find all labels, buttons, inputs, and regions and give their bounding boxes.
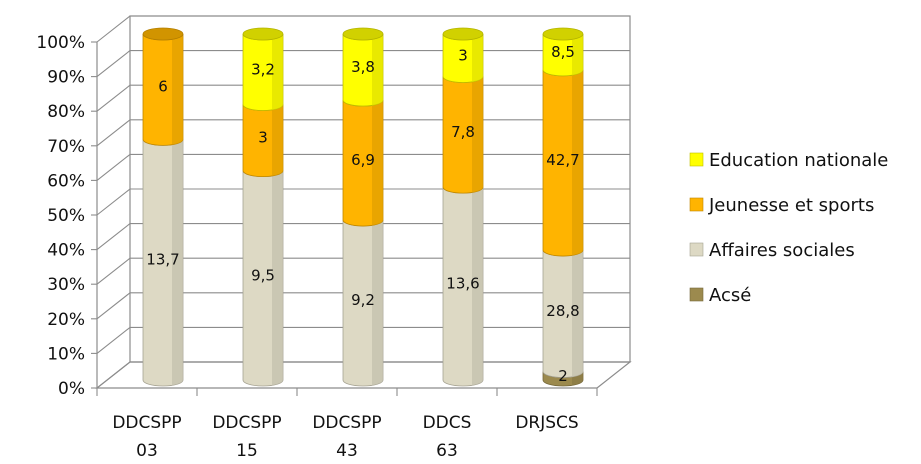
legend-item: Jeunesse et sports <box>689 195 874 216</box>
data-label: 7,8 <box>451 123 475 141</box>
x-tick-label-line2: 43 <box>336 441 358 461</box>
data-label: 2 <box>558 367 568 385</box>
data-label: 6 <box>158 78 168 96</box>
y-tick-label: 10% <box>47 344 85 364</box>
bar-segment-shade <box>372 220 384 386</box>
y-tick-label: 50% <box>47 206 85 226</box>
legend-item: Education nationale <box>689 150 888 171</box>
x-tick-label: DDCSPP <box>312 413 381 433</box>
x-tick-label-line2: 15 <box>236 441 258 461</box>
data-labels: 13,7 6 9,5 3 3,2 9,2 6,9 3,8 13,6 7,8 3 2 28,8 42,7 8,… <box>146 43 579 385</box>
bar-segment <box>242 27 284 111</box>
x-tick-label-line2: 63 <box>436 441 458 461</box>
bar-top-cap <box>442 27 484 41</box>
bar-segment-shade <box>272 170 284 386</box>
data-label: 6,9 <box>351 151 375 169</box>
bar-segment <box>242 170 284 387</box>
bar-segment <box>542 69 584 257</box>
legend-swatch <box>689 152 704 167</box>
bar-top-cap <box>142 27 184 41</box>
data-label: 28,8 <box>546 302 579 320</box>
legend-swatch <box>689 197 704 212</box>
y-tick-label: 70% <box>47 137 85 157</box>
bar-top-cap <box>542 27 584 41</box>
data-label: 42,7 <box>546 151 579 169</box>
bar-segment-shade <box>372 34 384 106</box>
bar-segment-shade <box>272 104 284 177</box>
x-tick-label: DRJSCS <box>515 413 578 433</box>
legend: Education nationale Jeunesse et sports Aff… <box>689 150 888 306</box>
bar-segment <box>542 27 584 77</box>
x-tick-label: DDCS <box>423 413 472 433</box>
legend-label: Jeunesse et sports <box>708 195 874 216</box>
y-tick-label: 20% <box>47 310 85 330</box>
x-axis-tick-labels: DDCSPP 03 DDCSPP 15 DDCSPP 43 DDCS 63 DRJSCS <box>112 413 578 461</box>
bar-segment-shade <box>572 69 584 256</box>
bar-segment-shade <box>172 139 184 386</box>
bar-segment-shade <box>272 34 284 110</box>
legend-label: Acsé <box>709 285 751 306</box>
bar-segment <box>342 27 384 107</box>
y-axis-tick-labels: 0% 10% 20% 30% 40% 50% 60% 70% 80% 90% 100% <box>36 33 85 399</box>
legend-item: Affaires sociales <box>689 240 855 261</box>
bar-segment-shade <box>472 34 484 82</box>
bar-segment-shade <box>472 187 484 386</box>
y-tick-label: 0% <box>58 379 85 399</box>
data-label: 3 <box>258 129 268 147</box>
bar-segment-shade <box>572 250 584 377</box>
data-label: 13,6 <box>446 275 479 293</box>
y-tick-label: 80% <box>47 102 85 122</box>
y-tick-label: 100% <box>36 33 85 53</box>
y-tick-label: 40% <box>47 241 85 261</box>
y-tick-label: 30% <box>47 275 85 295</box>
legend-swatch <box>689 242 704 257</box>
bar-segment-shade <box>572 34 584 76</box>
bar-segment <box>542 249 584 378</box>
data-label: 13,7 <box>146 251 179 269</box>
legend-label: Education nationale <box>709 150 888 171</box>
data-label: 3,2 <box>251 60 275 78</box>
legend-label: Affaires sociales <box>709 240 855 261</box>
legend-item: Acsé <box>689 285 751 306</box>
x-tick-label: DDCSPP <box>112 413 181 433</box>
bar-segment <box>342 99 384 227</box>
x-tick-label: DDCSPP <box>212 413 281 433</box>
data-label: 9,2 <box>351 291 375 309</box>
bar-top-cap <box>242 27 284 41</box>
x-tick-label-line2: 03 <box>136 441 158 461</box>
data-label: 3 <box>458 46 468 64</box>
bar-segment-shade <box>472 76 484 193</box>
bar-segment-shade <box>172 34 184 145</box>
bar-top-cap <box>342 27 384 41</box>
data-label: 3,8 <box>351 58 375 76</box>
bar-segment <box>442 76 484 194</box>
bars <box>142 27 584 387</box>
data-label: 8,5 <box>551 43 575 61</box>
data-label: 9,5 <box>251 266 275 284</box>
bar-segment <box>142 27 184 146</box>
bar-segment <box>442 27 484 83</box>
bar-segment <box>442 187 484 387</box>
gridline <box>96 15 630 43</box>
y-tick-label: 90% <box>47 68 85 88</box>
bar-segment-shade <box>372 100 384 226</box>
y-tick-label: 60% <box>47 171 85 191</box>
legend-swatch <box>689 287 704 302</box>
